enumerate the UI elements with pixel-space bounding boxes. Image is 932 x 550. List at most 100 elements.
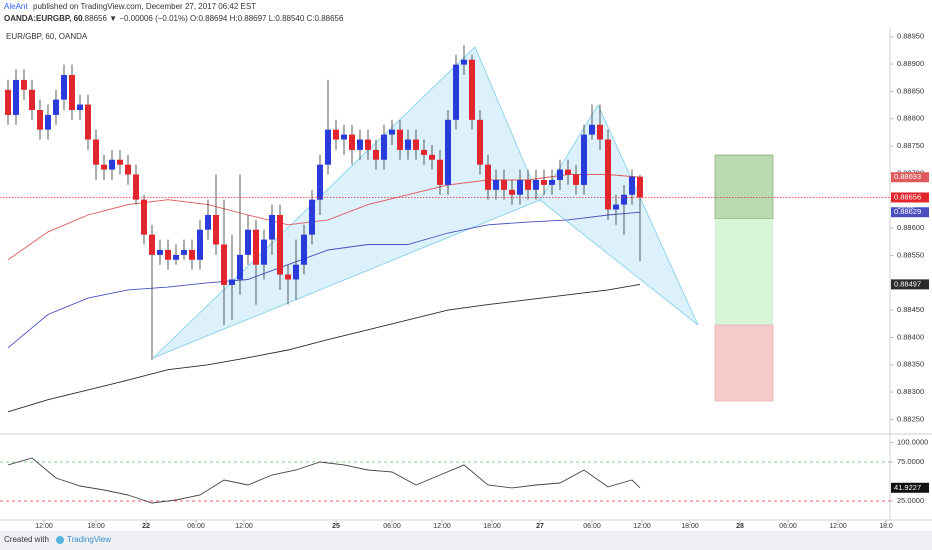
candle-body [477, 119, 483, 165]
candle-body [269, 214, 275, 240]
candle-body [109, 159, 115, 170]
candle-body [61, 75, 67, 100]
x-tick-label: 06:00 [583, 523, 601, 530]
candle-body [517, 179, 523, 195]
candle-body [101, 164, 107, 170]
candle-body [381, 134, 387, 160]
candle-body [389, 129, 395, 135]
price-tag [891, 192, 929, 203]
y-tick-label: 0.88550 [897, 250, 924, 259]
candle-body [285, 274, 291, 280]
candle-body [429, 154, 435, 160]
candle-body [541, 179, 547, 185]
candle-body [629, 176, 635, 195]
candle-body [173, 254, 179, 260]
x-tick-label: 12:00 [633, 523, 651, 530]
y-tick-label: 0.88250 [897, 414, 924, 423]
x-tick-label: 06:00 [187, 523, 205, 530]
y-tick-label: 0.88350 [897, 360, 924, 369]
y-tick-label: 75.0000 [897, 457, 924, 466]
candle-body [205, 214, 211, 230]
quote: 0.88656 ▼ −0.00006 (−0.01%) O:0.88694 H:… [78, 14, 344, 23]
position-target-zone [714, 154, 774, 220]
candle-body [565, 169, 571, 175]
y-tick-label: 0.88400 [897, 332, 924, 341]
candle-body [189, 249, 195, 260]
y-tick-label: 0.88950 [897, 32, 924, 41]
candle-body [525, 179, 531, 190]
symbol: OANDA:EURGBP, 60 [4, 14, 83, 23]
candle-body [341, 134, 347, 140]
countdown: 18:00 [897, 203, 915, 210]
candle-body [597, 124, 603, 140]
price-tag-label: 0.88629 [894, 207, 921, 216]
candle-body [77, 104, 83, 111]
x-tick-label: 18:00 [483, 523, 501, 530]
candle-body [357, 139, 363, 150]
candle-body [133, 174, 139, 200]
candle-body [373, 149, 379, 160]
candle-body [261, 239, 267, 265]
candle-body [157, 249, 163, 255]
y-tick-label: 100.0000 [897, 437, 928, 446]
candle-body [397, 129, 403, 150]
moving-average [7, 283, 641, 413]
x-tick-label: 12:00 [433, 523, 451, 530]
candle-body [573, 174, 579, 185]
candle-body [349, 134, 355, 150]
candle-body [549, 179, 555, 185]
candle-body [453, 64, 459, 120]
candle-body [117, 159, 123, 165]
x-tick-label: 18:00 [681, 523, 699, 530]
price-tag [891, 482, 929, 493]
x-tick-label: 06:00 [383, 523, 401, 530]
price-tag-label: 0.88497 [894, 279, 921, 288]
x-tick-label: 22 [142, 523, 150, 530]
candle-body [637, 176, 643, 198]
candle-body [293, 264, 299, 280]
footer-brand[interactable]: TradingView [67, 535, 111, 544]
x-tick-label: 12:00 [35, 523, 53, 530]
price-tag [891, 279, 929, 290]
candle-body [5, 89, 11, 115]
price-tag [891, 207, 929, 218]
candle-body [165, 249, 171, 260]
candle-body [493, 179, 499, 190]
candle-body [421, 149, 427, 155]
candle-body [21, 79, 27, 90]
x-tick-label: 28 [736, 523, 744, 530]
candle-body [221, 244, 227, 285]
candle-body [445, 119, 451, 185]
candle-body [621, 194, 627, 205]
candle-body [213, 214, 219, 245]
price-tag-label: 0.88693 [894, 172, 921, 181]
y-tick-label: 0.88800 [897, 114, 924, 123]
y-tick-label: 0.88300 [897, 387, 924, 396]
x-tick-label: 12:00 [235, 523, 253, 530]
candle-body [581, 134, 587, 185]
candle-body [405, 139, 411, 150]
candle-body [501, 179, 507, 190]
y-tick-label: 0.88450 [897, 305, 924, 314]
y-tick-label: 0.88850 [897, 86, 924, 95]
candle-body [325, 129, 331, 165]
price-tag [891, 172, 929, 183]
footer-created: Created with [4, 535, 49, 544]
candle-body [557, 169, 563, 180]
candle-body [317, 164, 323, 200]
candle-body [365, 139, 371, 150]
candle-body [237, 254, 243, 280]
moving-average [7, 211, 641, 349]
candle-body [277, 214, 283, 275]
rsi-line [7, 457, 641, 504]
candle-body [485, 164, 491, 190]
candle-body [29, 89, 35, 111]
x-tick-label: 18:00 [87, 523, 105, 530]
x-tick-label: 25 [332, 523, 340, 530]
position-loss-zone [714, 324, 774, 402]
author[interactable]: AleAnt [4, 2, 28, 11]
candle-body [245, 229, 251, 255]
candle-body [509, 189, 515, 195]
candle-body [45, 114, 51, 130]
